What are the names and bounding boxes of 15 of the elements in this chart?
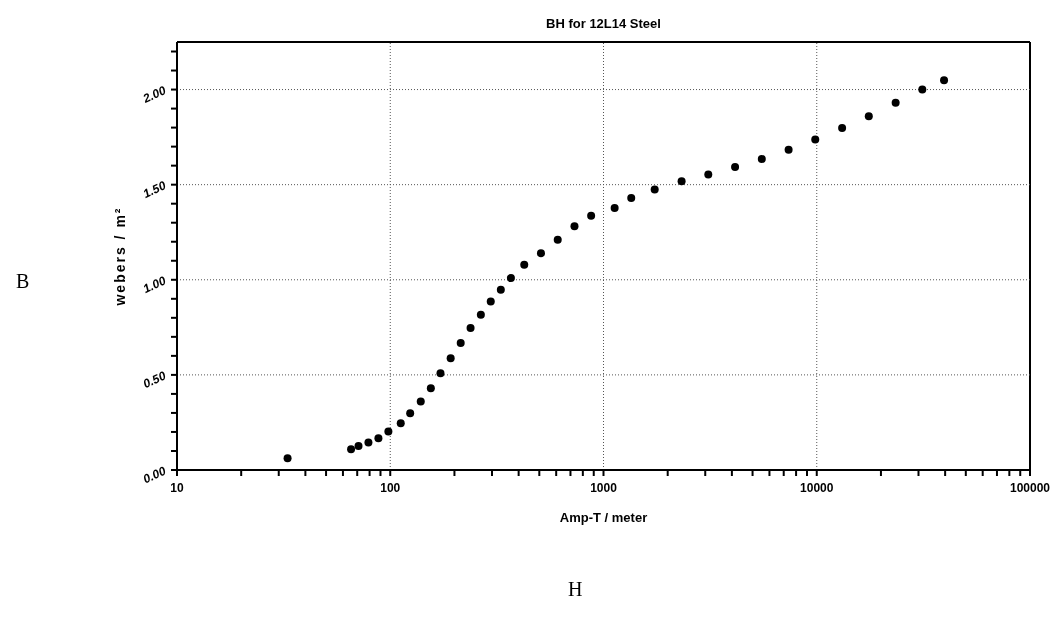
y-axis-title: webers / m²: [111, 206, 128, 307]
x-tick-label: 100000: [1009, 481, 1051, 495]
y-tick-label: 0.00: [140, 463, 169, 487]
text: B: [16, 270, 30, 293]
x-tick-label: 100: [380, 481, 401, 495]
y-tick-label: 0.50: [140, 368, 169, 392]
x-axis-title: Amp-T / meter: [559, 510, 648, 525]
x-tick-label: 10: [170, 481, 184, 495]
text: H: [568, 578, 583, 601]
chart-title: BH for 12L14 Steel: [545, 16, 662, 31]
x-tick-label: 1000: [590, 481, 618, 495]
y-tick-label: 1.00: [140, 273, 169, 296]
x-tick-label: 10000: [800, 481, 834, 495]
y-tick-label: 2.00: [139, 83, 169, 107]
y-tick-label: 1.50: [140, 178, 169, 201]
